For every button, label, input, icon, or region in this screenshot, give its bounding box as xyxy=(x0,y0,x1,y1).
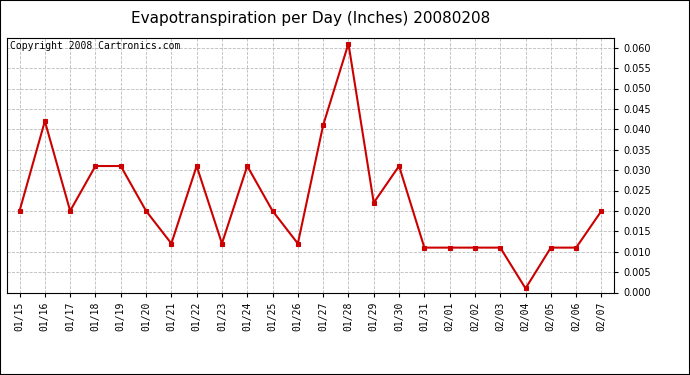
Text: Copyright 2008 Cartronics.com: Copyright 2008 Cartronics.com xyxy=(10,41,180,51)
Text: Evapotranspiration per Day (Inches) 20080208: Evapotranspiration per Day (Inches) 2008… xyxy=(131,11,490,26)
